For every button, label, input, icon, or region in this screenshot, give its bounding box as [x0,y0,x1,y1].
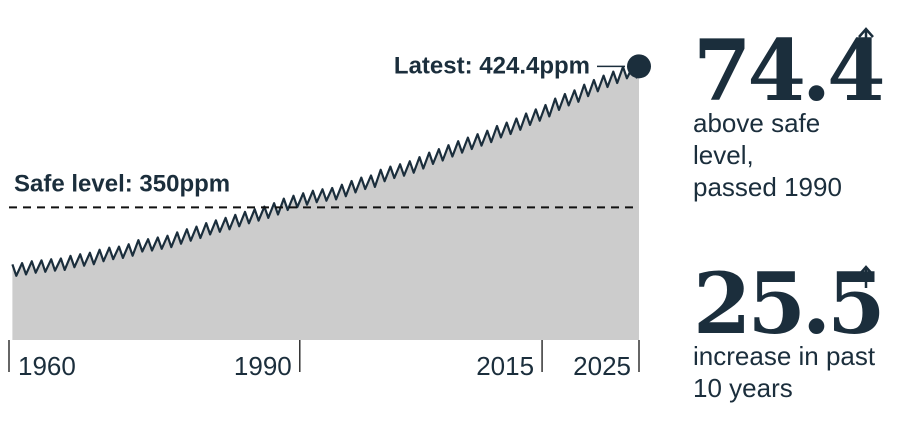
up-arrow [858,27,874,50]
co2-line [11,65,641,277]
stat-label: level, [693,140,754,170]
stat-label: above safe [693,108,820,138]
stat-label: 10 years [693,373,793,403]
safe-level-label: Safe level: 350ppm [14,170,230,197]
x-tick-label: 1960 [18,351,76,381]
stat-value: 74.4 [693,21,882,120]
stat-value: 25.5 [693,254,882,353]
latest-dot [627,54,651,79]
up-arrow [858,265,874,288]
latest-label: Latest: 424.4ppm [394,52,590,79]
x-tick-label: 2025 [573,351,631,381]
x-tick-label: 1990 [234,351,292,381]
x-tick-label: 2015 [476,351,534,381]
stat-label: passed 1990 [693,172,842,202]
area [12,66,639,341]
stat-label: increase in past [693,341,876,371]
